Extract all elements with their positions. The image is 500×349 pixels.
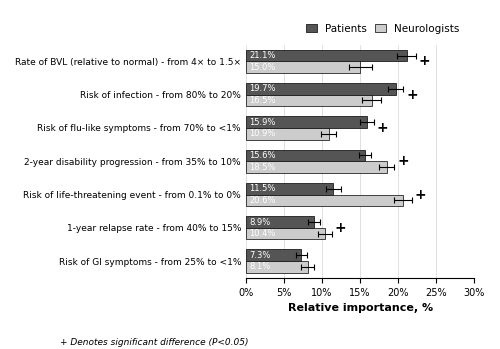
Bar (246, 250, 302, 261)
Text: 10.9%: 10.9% (249, 129, 276, 138)
Text: 18.5%: 18.5% (249, 163, 276, 172)
Bar (246, 83, 396, 95)
Bar (246, 183, 334, 194)
Text: 8.9%: 8.9% (249, 217, 270, 227)
Bar (246, 161, 386, 173)
Text: 7.3%: 7.3% (249, 251, 270, 260)
Bar (246, 128, 329, 140)
Text: 19.7%: 19.7% (249, 84, 276, 93)
Bar (246, 95, 372, 106)
Bar (246, 216, 314, 228)
Bar (246, 194, 402, 206)
Text: +: + (415, 187, 426, 202)
Bar (246, 150, 364, 161)
Text: +: + (418, 54, 430, 68)
Text: 11.5%: 11.5% (249, 184, 276, 193)
Bar (246, 50, 406, 61)
Bar (246, 228, 325, 239)
Text: 20.6%: 20.6% (249, 196, 276, 205)
Bar (246, 116, 367, 128)
Text: 15.0%: 15.0% (249, 63, 276, 72)
Text: 21.1%: 21.1% (249, 51, 276, 60)
Text: 10.4%: 10.4% (249, 229, 276, 238)
Text: +: + (406, 88, 418, 102)
Bar (246, 61, 360, 73)
Text: 15.9%: 15.9% (249, 118, 276, 127)
Text: 16.5%: 16.5% (249, 96, 276, 105)
Text: +: + (335, 221, 346, 235)
Legend: Patients, Neurologists: Patients, Neurologists (302, 20, 464, 38)
Text: +: + (398, 154, 409, 168)
Bar (246, 261, 308, 273)
Text: 15.6%: 15.6% (249, 151, 276, 160)
Text: +: + (377, 121, 388, 135)
X-axis label: Relative importance, %: Relative importance, % (288, 303, 432, 313)
Text: + Denotes significant difference (P<0.05): + Denotes significant difference (P<0.05… (60, 338, 248, 347)
Text: 8.1%: 8.1% (249, 262, 270, 272)
